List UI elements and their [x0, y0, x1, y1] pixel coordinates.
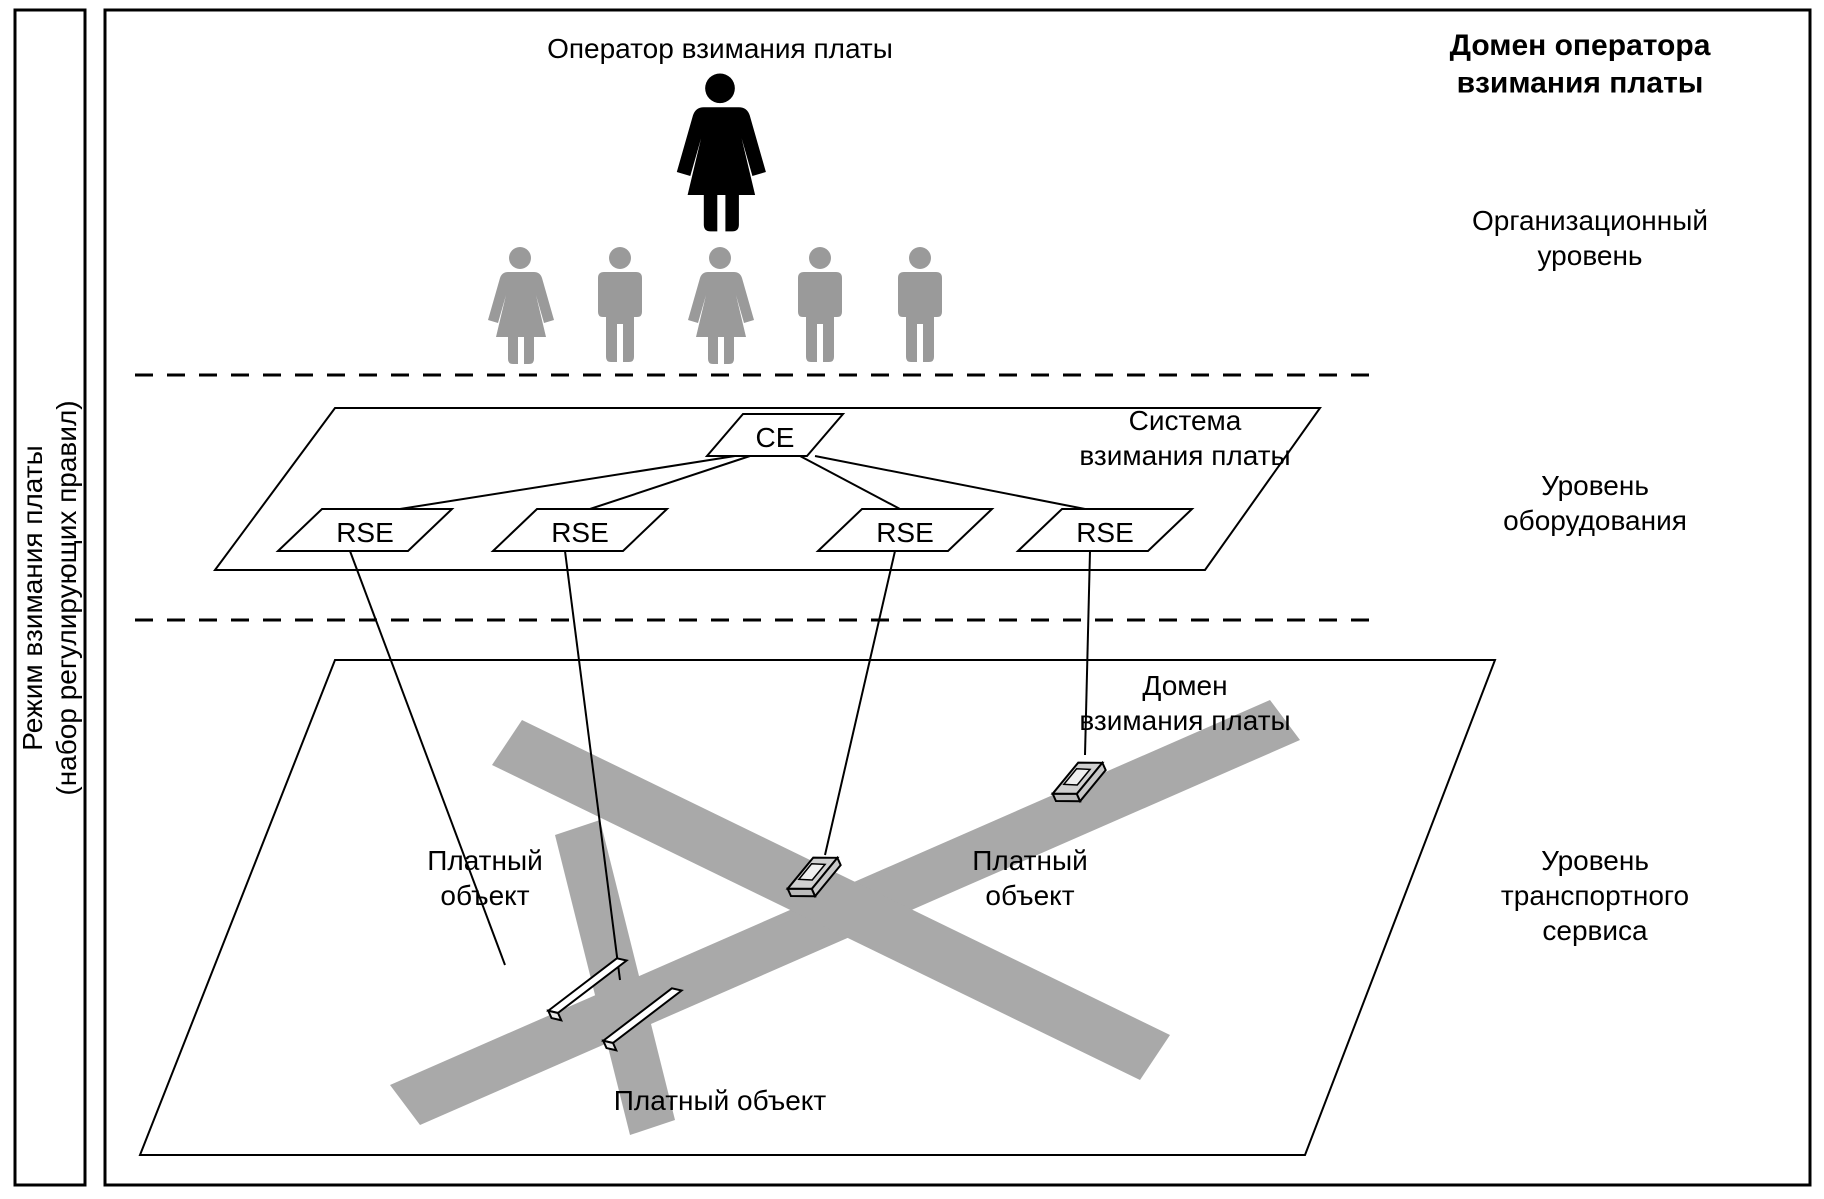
svg-text:CE: CE: [756, 422, 795, 453]
svg-text:RSE: RSE: [336, 517, 394, 548]
staff-icon-2: [598, 247, 642, 362]
level-service: сервиса: [1542, 915, 1648, 946]
staff-icon-5: [898, 247, 942, 362]
domain-header: взимания платы: [1457, 67, 1704, 100]
diagram-svg: CE RSE RSE RSE RSE Оператор взимания платы До…: [0, 0, 1824, 1199]
paid-object-label-3: Платный объект: [614, 1085, 827, 1116]
paid-object-label-2: Платный: [972, 845, 1087, 876]
operator-main-icon: [677, 73, 766, 231]
level-service: Уровень: [1541, 845, 1649, 876]
svg-text:RSE: RSE: [1076, 517, 1134, 548]
title-operator: Оператор взимания платы: [547, 33, 893, 64]
level-org: Организационный: [1472, 205, 1708, 236]
svg-text:RSE: RSE: [876, 517, 934, 548]
transport-domain-label: взимания платы: [1079, 705, 1290, 736]
svg-text:RSE: RSE: [551, 517, 609, 548]
diagram-stage: CE RSE RSE RSE RSE Оператор взимания платы До…: [0, 0, 1824, 1199]
paid-object-label-2: объект: [985, 880, 1074, 911]
sidebar-label: Режим взимания платы(набор регулирующих …: [17, 400, 82, 795]
level-equip: Уровень: [1541, 470, 1649, 501]
svg-text:(набор регулирующих правил): (набор регулирующих правил): [51, 400, 82, 795]
system-label: Система: [1129, 405, 1242, 436]
staff-icon-4: [798, 247, 842, 362]
svg-text:Режим взимания платы: Режим взимания платы: [17, 445, 48, 750]
staff-icon-3: [688, 247, 754, 364]
transport-domain-label: Домен: [1142, 670, 1227, 701]
paid-object-label-1: Платный: [427, 845, 542, 876]
level-service: транспортного: [1501, 880, 1689, 911]
level-org: уровень: [1537, 240, 1642, 271]
paid-object-label-1: объект: [440, 880, 529, 911]
system-label: взимания платы: [1079, 440, 1290, 471]
level-equip: оборудования: [1503, 505, 1687, 536]
domain-header: Домен оператора: [1450, 29, 1711, 62]
staff-icon-1: [488, 247, 554, 364]
